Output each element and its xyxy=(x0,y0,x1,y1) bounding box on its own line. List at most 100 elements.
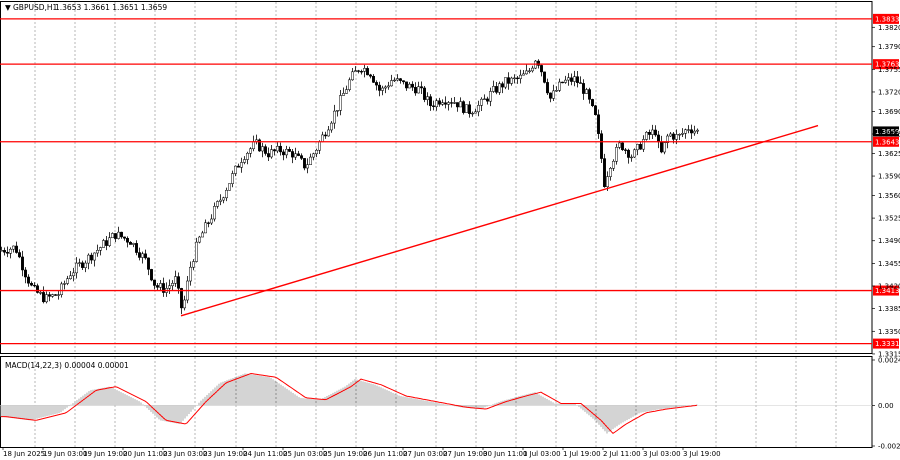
time-tick-label: 3 Jul 03:00 xyxy=(643,450,681,458)
candle-body xyxy=(156,285,159,288)
time-tick-label: 1 Jul 19:00 xyxy=(563,450,601,458)
candle-body xyxy=(681,133,684,135)
candle-body xyxy=(546,82,549,94)
candle-body xyxy=(684,129,687,134)
candle-body xyxy=(189,266,192,282)
candle-body xyxy=(462,101,465,113)
candle-body xyxy=(678,134,681,136)
candle-body xyxy=(639,144,642,150)
macd-tick-label: 0.00242 xyxy=(878,357,900,365)
candle-body xyxy=(228,183,231,191)
candle-body xyxy=(315,149,318,155)
candle-body xyxy=(396,78,399,81)
candle-body xyxy=(687,129,690,131)
candle-body xyxy=(387,85,390,88)
candle-body xyxy=(57,294,60,296)
time-tick-label: 24 Jun 11:00 xyxy=(243,450,287,458)
candle-body xyxy=(336,110,339,112)
candle-body xyxy=(261,146,264,152)
candle-body xyxy=(444,102,447,105)
candle-body xyxy=(621,142,624,151)
candle-body xyxy=(252,141,255,150)
macd-label: MACD(14,22,3) 0.00004 0.00001 xyxy=(5,361,129,370)
candle-body xyxy=(675,134,678,140)
candle-body xyxy=(513,77,516,79)
candle-body xyxy=(111,233,114,239)
candle-body xyxy=(459,101,462,108)
candle-body xyxy=(519,74,522,79)
candle-body xyxy=(297,153,300,156)
candle-body xyxy=(0,250,3,252)
candle-body xyxy=(180,288,183,309)
candle-body xyxy=(582,83,585,94)
candle-body xyxy=(6,251,9,254)
candle-body xyxy=(12,245,15,250)
macd-tick-label: -0.00217 xyxy=(878,443,900,451)
current-price-label: 1.3659 xyxy=(875,128,900,136)
trendline-group xyxy=(180,124,819,317)
candle-body xyxy=(210,218,213,224)
candle-body xyxy=(87,254,90,264)
macd-panel xyxy=(0,372,872,435)
candle-body xyxy=(507,77,510,84)
candle-body xyxy=(348,79,351,90)
candle-body xyxy=(249,148,252,154)
candle-body xyxy=(183,299,186,309)
price-tick-label: 1.3720 xyxy=(878,88,900,96)
candle-body xyxy=(483,98,486,100)
candle-body xyxy=(135,243,138,253)
candle-body xyxy=(504,77,507,88)
candle-body xyxy=(591,99,594,106)
candle-body xyxy=(288,149,291,152)
candle-body xyxy=(417,86,420,94)
candle-body xyxy=(339,95,342,111)
candle-body xyxy=(411,83,414,88)
candle-body xyxy=(279,145,282,153)
candle-body xyxy=(126,238,129,243)
time-tick-label: 30 Jun 11:00 xyxy=(483,450,527,458)
candle-body xyxy=(72,272,75,277)
candle-body xyxy=(525,70,528,75)
candle-body xyxy=(69,275,72,280)
candle-body xyxy=(651,129,654,135)
candle-body xyxy=(78,262,81,264)
candle-body xyxy=(690,129,693,134)
candle-body xyxy=(561,81,564,84)
candle-body xyxy=(378,84,381,91)
candle-body xyxy=(642,139,645,150)
time-tick-label: 27 Jun 03:00 xyxy=(403,450,447,458)
time-tick-label: 2 Jul 11:00 xyxy=(603,450,641,458)
level-price-label: 1.3833 xyxy=(875,15,900,23)
candle-body xyxy=(435,100,438,107)
time-tick-label: 27 Jun 19:00 xyxy=(443,450,487,458)
time-tick-label: 25 Jun 03:00 xyxy=(283,450,327,458)
candle-body xyxy=(390,80,393,87)
candle-body xyxy=(600,133,603,159)
price-tick-label: 1.3490 xyxy=(878,237,900,245)
candle-body xyxy=(480,98,483,106)
candle-body xyxy=(285,149,288,156)
candle-body xyxy=(414,87,417,94)
time-tick-label: 1 Jul 03:00 xyxy=(523,450,561,458)
candle-body xyxy=(213,206,216,220)
price-tick-label: 1.3690 xyxy=(878,108,900,116)
candle-body xyxy=(162,283,165,293)
candle-body xyxy=(573,76,576,82)
time-tick-label: 20 Jun 11:00 xyxy=(123,450,167,458)
price-tick-label: 1.3790 xyxy=(878,43,900,51)
candle-body xyxy=(33,284,36,287)
candle-body xyxy=(636,144,639,151)
candle-body xyxy=(195,241,198,262)
candle-body xyxy=(648,131,651,135)
candle-body xyxy=(465,104,468,113)
candle-body xyxy=(543,71,546,83)
candle-body xyxy=(117,231,120,239)
candle-body xyxy=(222,197,225,201)
candle-body xyxy=(258,139,261,152)
price-tick-label: 1.3525 xyxy=(878,215,900,223)
candle-body xyxy=(282,151,285,156)
candle-body xyxy=(150,269,153,281)
candle-body xyxy=(408,83,411,89)
